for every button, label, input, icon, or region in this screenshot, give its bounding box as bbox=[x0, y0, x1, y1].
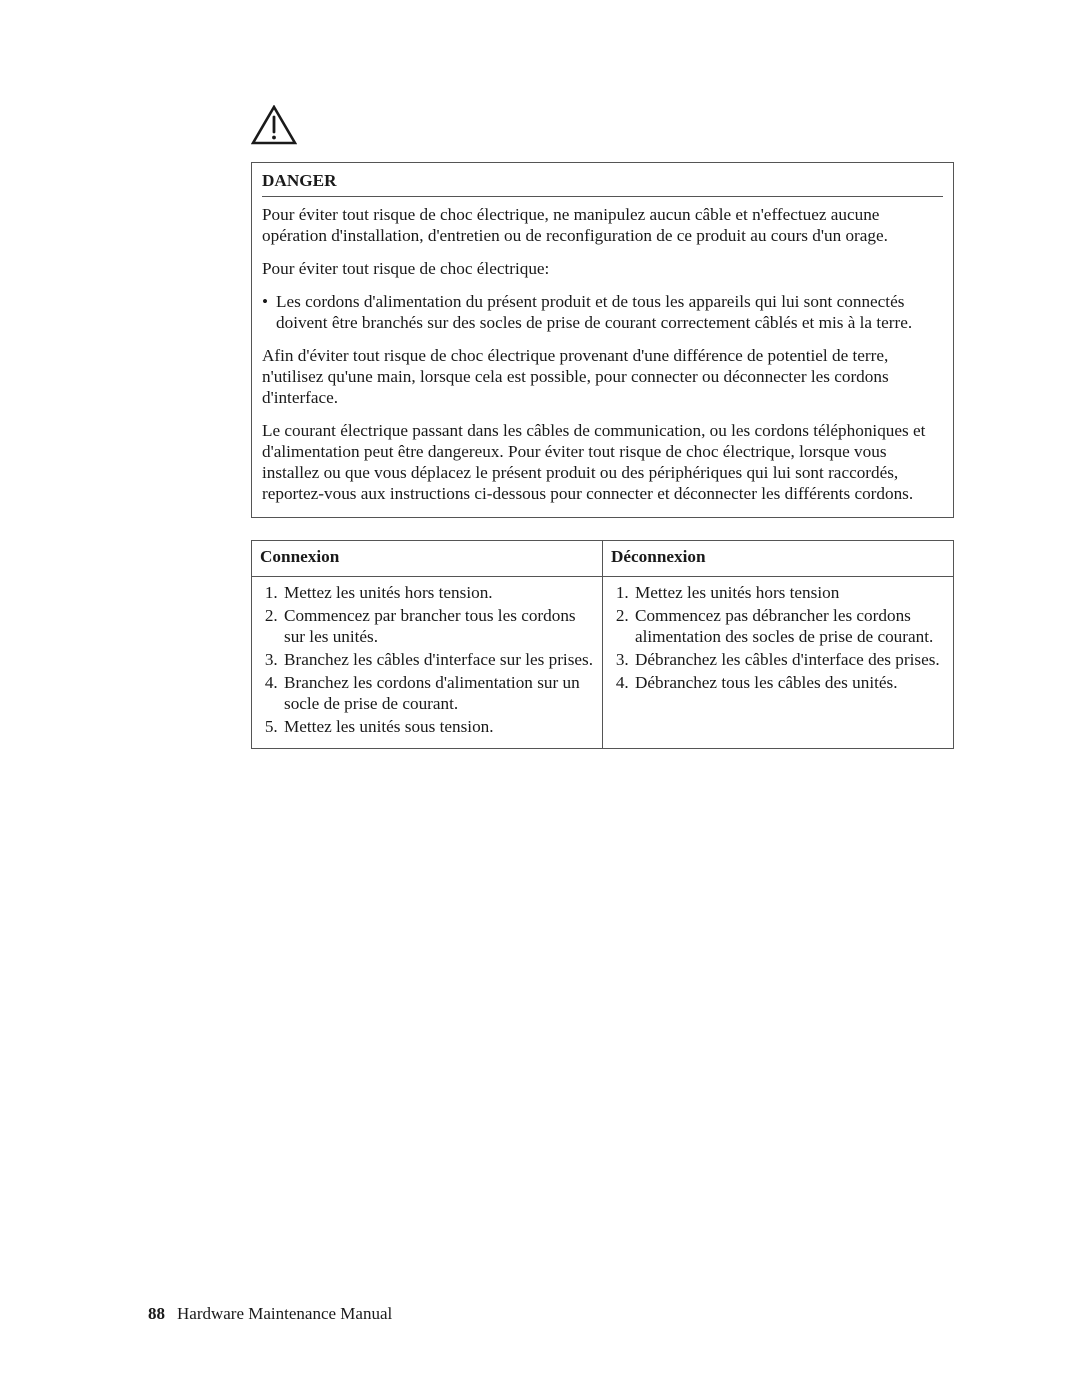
list-item: Débranchez tous les câbles des unités. bbox=[633, 673, 945, 694]
page: DANGER Pour éviter tout risque de choc é… bbox=[0, 0, 1080, 1397]
footer-title: Hardware Maintenance Manual bbox=[177, 1304, 392, 1323]
list-item: Commencez par brancher tous les cordons … bbox=[282, 606, 594, 648]
list-item: Commencez pas débrancher les cordons ali… bbox=[633, 606, 945, 648]
list-item: Mettez les unités hors tension. bbox=[282, 583, 594, 604]
danger-bullets: Les cordons d'alimentation du présent pr… bbox=[262, 292, 943, 334]
danger-p3: Afin d'éviter tout risque de choc électr… bbox=[262, 346, 943, 409]
danger-box: DANGER Pour éviter tout risque de choc é… bbox=[251, 162, 954, 518]
page-footer: 88 Hardware Maintenance Manual bbox=[148, 1304, 392, 1324]
page-number: 88 bbox=[148, 1304, 165, 1323]
col-header-deconnexion: Déconnexion bbox=[603, 540, 954, 576]
list-item: Débranchez les câbles d'interface des pr… bbox=[633, 650, 945, 671]
danger-p2: Pour éviter tout risque de choc électriq… bbox=[262, 259, 943, 280]
cell-deconnexion: Mettez les unités hors tension Commencez… bbox=[603, 576, 954, 748]
danger-bullet-1: Les cordons d'alimentation du présent pr… bbox=[276, 292, 943, 334]
list-item: Mettez les unités hors tension bbox=[633, 583, 945, 604]
col-header-connexion: Connexion bbox=[252, 540, 603, 576]
cell-connexion: Mettez les unités hors tension. Commence… bbox=[252, 576, 603, 748]
list-item: Mettez les unités sous tension. bbox=[282, 717, 594, 738]
table-row: Mettez les unités hors tension. Commence… bbox=[252, 576, 954, 748]
danger-p4: Le courant électrique passant dans les c… bbox=[262, 421, 943, 505]
procedure-table: Connexion Déconnexion Mettez les unités … bbox=[251, 540, 954, 749]
deconnexion-list: Mettez les unités hors tension Commencez… bbox=[611, 583, 945, 694]
connexion-list: Mettez les unités hors tension. Commence… bbox=[260, 583, 594, 738]
warning-icon bbox=[251, 105, 954, 150]
danger-header: DANGER bbox=[262, 171, 943, 197]
list-item: Branchez les cordons d'alimentation sur … bbox=[282, 673, 594, 715]
danger-p1: Pour éviter tout risque de choc électriq… bbox=[262, 205, 943, 247]
list-item: Branchez les câbles d'interface sur les … bbox=[282, 650, 594, 671]
